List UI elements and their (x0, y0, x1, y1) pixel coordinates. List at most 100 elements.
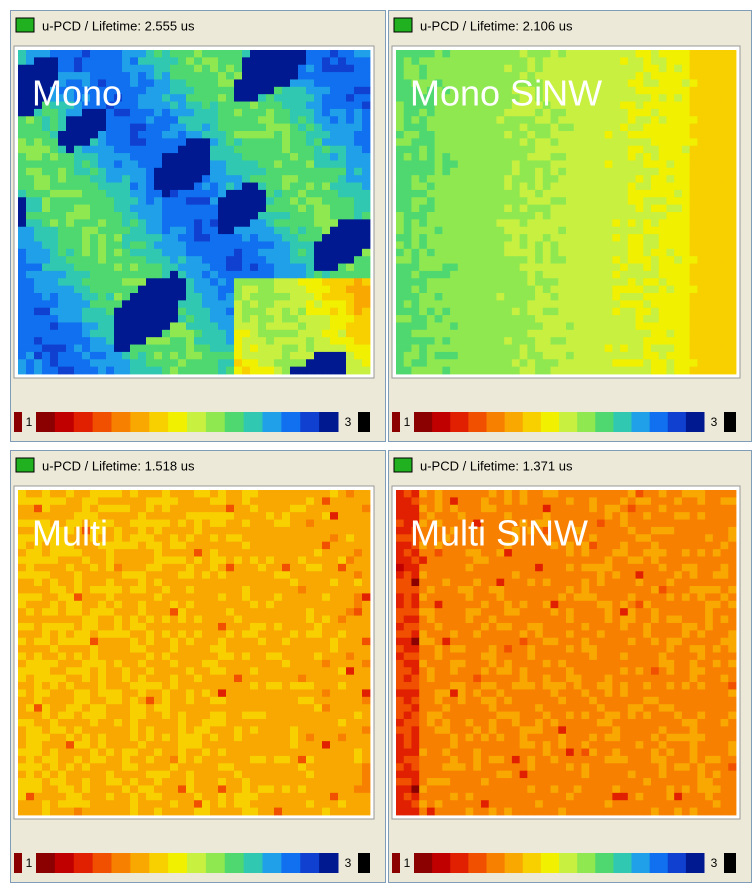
map-cell (411, 153, 419, 161)
map-cell (674, 168, 682, 176)
map-cell (427, 138, 435, 146)
map-cell (18, 256, 26, 264)
map-cell (210, 645, 218, 653)
map-cell (242, 57, 250, 65)
map-cell (306, 549, 314, 557)
map-cell (535, 300, 543, 308)
map-cell (651, 116, 659, 124)
map-cell (58, 168, 66, 176)
map-cell (481, 337, 489, 345)
map-cell (306, 87, 314, 95)
map-cell (620, 271, 628, 279)
map-cell (354, 94, 362, 102)
map-cell (666, 197, 674, 205)
map-cell (362, 219, 370, 227)
map-cell (566, 241, 574, 249)
map-cell (170, 286, 178, 294)
map-cell (210, 300, 218, 308)
map-cell (566, 293, 574, 301)
map-cell (306, 337, 314, 345)
map-cell (346, 212, 354, 220)
map-cell (330, 660, 338, 668)
map-cell (162, 286, 170, 294)
map-cell (435, 153, 443, 161)
map-cell (298, 116, 306, 124)
map-cell (154, 249, 162, 257)
map-cell (354, 241, 362, 249)
map-cell (218, 190, 226, 198)
map-cell (411, 286, 419, 294)
map-cell (98, 660, 106, 668)
map-cell (674, 94, 682, 102)
map-cell (178, 271, 186, 279)
map-cell (114, 505, 122, 513)
map-cell (628, 234, 636, 242)
map-cell (473, 57, 481, 65)
map-cell (66, 138, 74, 146)
map-cell (330, 638, 338, 646)
map-cell (274, 293, 282, 301)
map-cell (26, 153, 34, 161)
map-cell (266, 549, 274, 557)
map-cell (154, 219, 162, 227)
map-cell (589, 219, 597, 227)
map-cell (527, 197, 535, 205)
map-cell (674, 367, 682, 375)
map-cell (620, 315, 628, 323)
map-cell (442, 249, 450, 257)
map-cell (266, 359, 274, 367)
map-cell (242, 497, 250, 505)
map-cell (496, 286, 504, 294)
map-cell (435, 330, 443, 338)
map-cell (721, 256, 729, 264)
map-cell (66, 359, 74, 367)
map-cell (306, 623, 314, 631)
map-cell (138, 505, 146, 513)
map-cell (666, 72, 674, 80)
map-cell (26, 227, 34, 235)
map-cell (527, 241, 535, 249)
map-cell (186, 256, 194, 264)
map-cell (620, 65, 628, 73)
map-cell (346, 623, 354, 631)
map-cell (620, 116, 628, 124)
map-cell (330, 234, 338, 242)
map-cell (274, 586, 282, 594)
map-cell (146, 212, 154, 220)
map-cell (226, 549, 234, 557)
map-cell (322, 512, 330, 520)
map-cell (512, 153, 520, 161)
map-cell (705, 109, 713, 117)
map-cell (512, 345, 520, 353)
map-cell (146, 57, 154, 65)
map-cell (170, 205, 178, 213)
map-cell (481, 234, 489, 242)
map-cell (659, 205, 667, 213)
map-cell (713, 168, 721, 176)
map-cell (643, 116, 651, 124)
map-cell (427, 190, 435, 198)
map-cell (210, 102, 218, 110)
map-cell (114, 623, 122, 631)
map-cell (162, 197, 170, 205)
map-cell (170, 497, 178, 505)
map-cell (338, 490, 346, 498)
map-cell (290, 352, 298, 360)
map-cell (690, 146, 698, 154)
map-cell (512, 264, 520, 272)
map-cell (354, 556, 362, 564)
map-cell (690, 65, 698, 73)
map-cell (106, 586, 114, 594)
map-cell (322, 490, 330, 498)
map-cell (50, 653, 58, 661)
map-cell (466, 197, 474, 205)
map-cell (194, 367, 202, 375)
map-cell (496, 300, 504, 308)
map-cell (697, 212, 705, 220)
map-cell (90, 286, 98, 294)
map-cell (466, 50, 474, 58)
map-cell (314, 653, 322, 661)
map-cell (170, 153, 178, 161)
map-cell (442, 160, 450, 168)
map-cell (666, 102, 674, 110)
